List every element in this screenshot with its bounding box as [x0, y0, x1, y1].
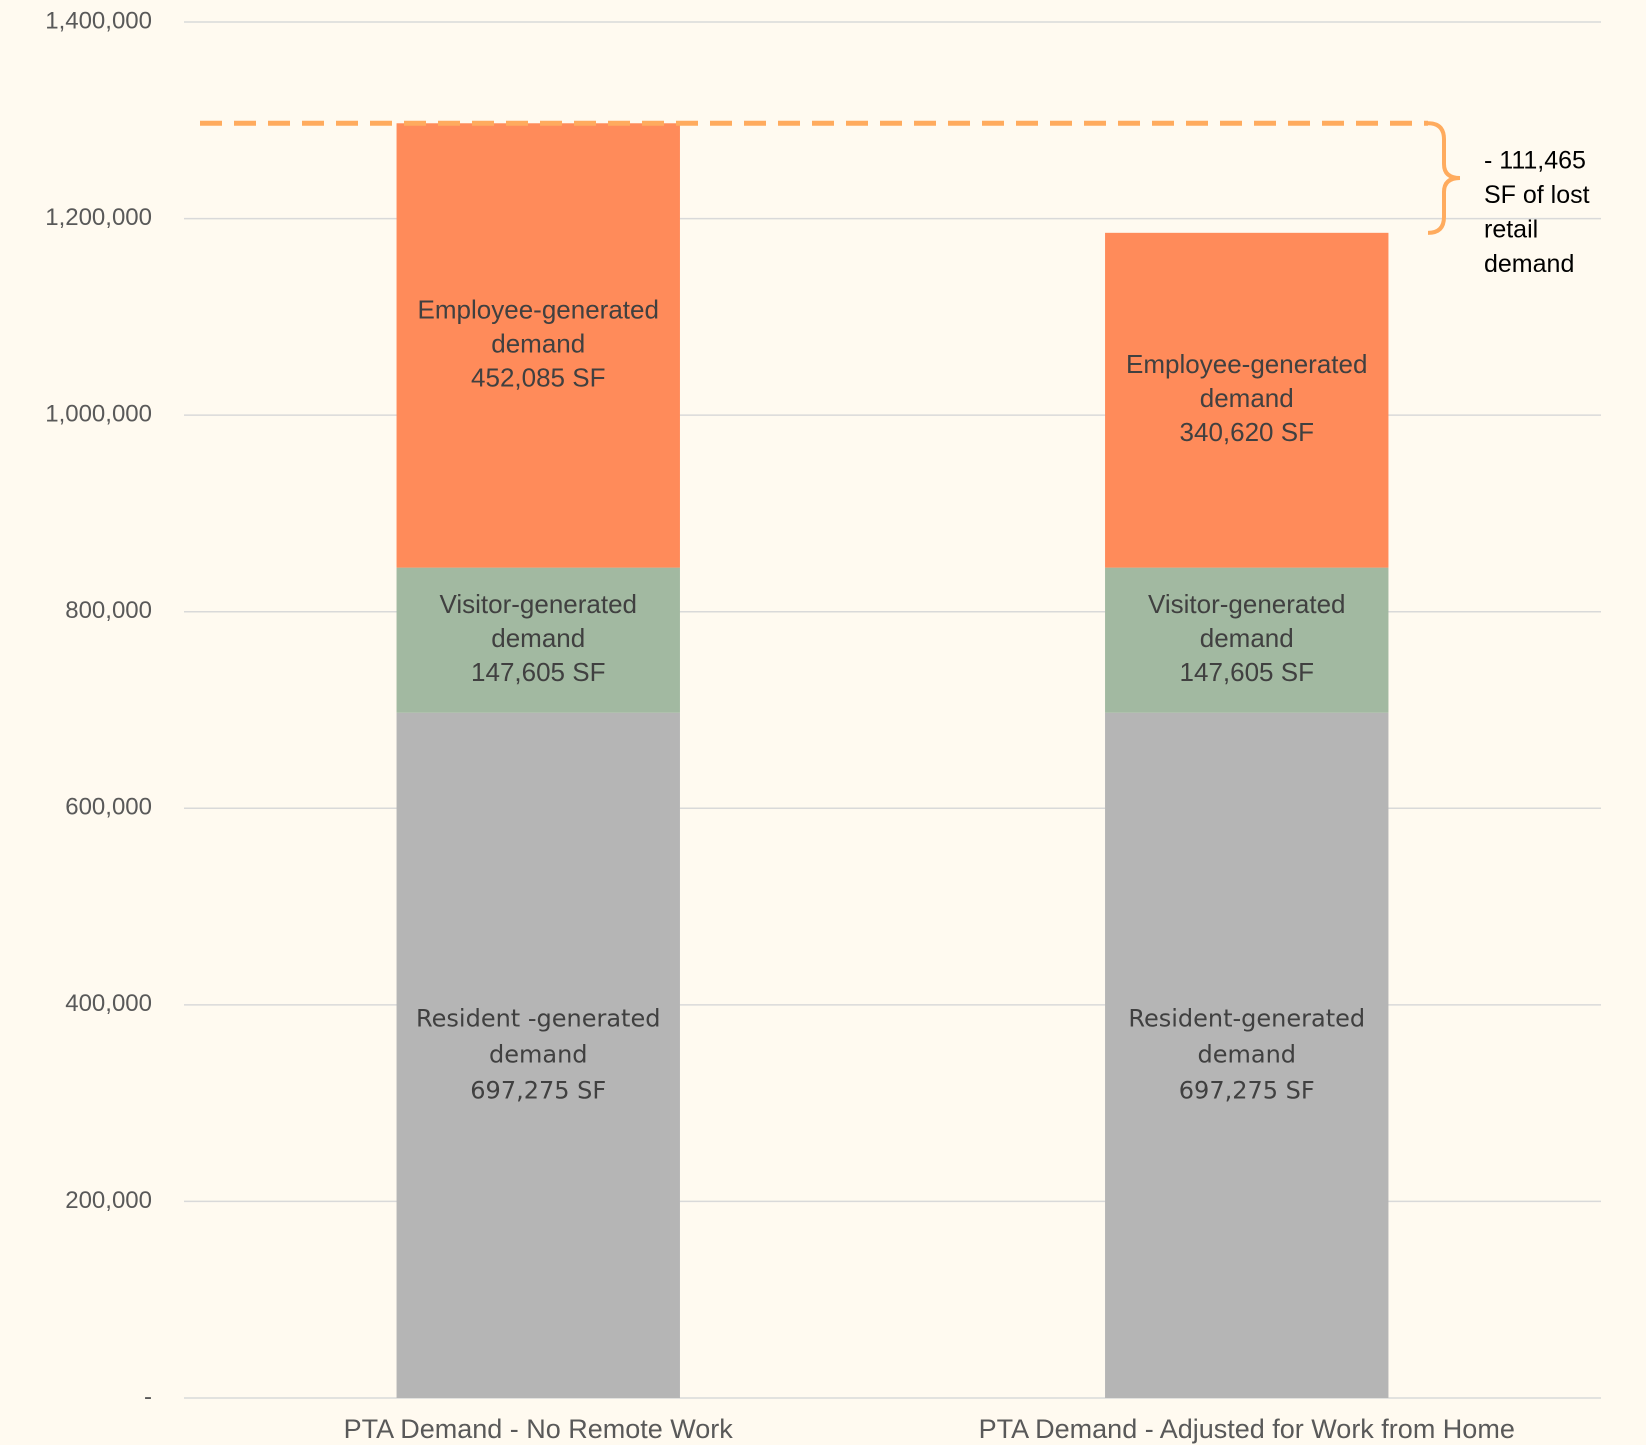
annotation: - 111,465 — [1484, 147, 1586, 175]
y-tick-label: 1,000,000 — [45, 400, 152, 427]
segment-label: demand — [1197, 1040, 1296, 1068]
segment-label: Resident -generated — [416, 1004, 660, 1032]
segment-label: Visitor-generated — [439, 589, 637, 619]
segment-label: 147,605 SF — [1180, 657, 1314, 687]
annotation: SF of lost — [1484, 181, 1590, 209]
segment-label: 147,605 SF — [471, 657, 605, 687]
y-tick-label: 400,000 — [65, 990, 152, 1017]
bar-segment — [1105, 232, 1389, 568]
bar-segment — [1105, 712, 1389, 1398]
bracket — [1427, 121, 1461, 235]
annotation: demand — [1484, 250, 1574, 278]
segment-label: 452,085 SF — [471, 362, 605, 392]
y-tick-label: 800,000 — [65, 597, 152, 624]
segment-label: demand — [1200, 623, 1294, 653]
segment-label: 340,620 SF — [1180, 417, 1314, 447]
y-tick-label: 1,200,000 — [45, 204, 152, 231]
segment-label: demand — [491, 623, 585, 653]
bar-segment — [396, 712, 680, 1398]
segment-label: demand — [1200, 383, 1294, 413]
segment-label: 697,275 SF — [1179, 1076, 1315, 1104]
x-tick-label: PTA Demand - Adjusted for Work from Home — [979, 1414, 1515, 1444]
bar-segment — [396, 567, 680, 713]
segment-label: demand — [491, 328, 585, 358]
y-tick-label: 600,000 — [65, 794, 152, 821]
bar-segment — [1105, 567, 1389, 713]
segment-label: demand — [489, 1040, 588, 1068]
segment-label: Visitor-generated — [1148, 589, 1346, 619]
segment-label: Employee-generated — [418, 294, 659, 324]
y-tick-label: 1,400,000 — [45, 7, 152, 34]
segment-label: 697,275 SF — [470, 1076, 606, 1104]
bar-segment — [396, 123, 680, 568]
segment-label: Resident-generated — [1128, 1004, 1365, 1032]
y-tick-label: 200,000 — [65, 1187, 152, 1214]
annotation: retail — [1484, 216, 1538, 244]
segment-label: Employee-generated — [1126, 349, 1367, 379]
y-tick-label: - — [144, 1383, 152, 1410]
x-tick-label: PTA Demand - No Remote Work — [344, 1414, 734, 1444]
